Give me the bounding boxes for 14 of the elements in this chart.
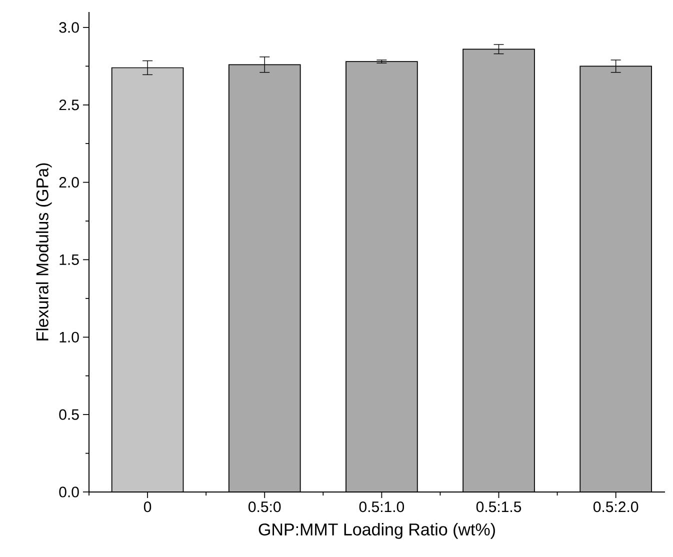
x-tick-label: 0 [144,502,152,512]
y-tick-label: 1.0 [60,332,79,342]
y-axis-title: Flexural Modulus (GPa) [36,163,52,340]
x-tick-label: 0.5:2.0 [593,502,638,512]
y-tick-label: 2.0 [59,177,79,188]
x-tick-label: 0.5:1.5 [476,502,522,512]
y-tick-label: 0.5 [59,409,79,420]
y-tick-label: 0.0 [59,486,79,498]
y-tick-label: 3.0 [59,22,79,33]
x-tick-label: 0.5:0 [248,502,281,512]
x-axis-title: GNP:MMT Loading Ratio (wt%) [258,523,495,539]
y-tick-label: 2.5 [59,100,79,110]
x-tick-label: 0.5:1.0 [359,502,404,512]
y-tick-label: 1.5 [60,254,79,265]
